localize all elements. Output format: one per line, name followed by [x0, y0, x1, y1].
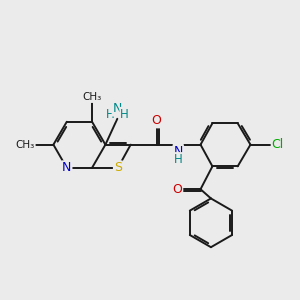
Text: H: H — [120, 108, 129, 121]
Text: H: H — [174, 153, 183, 166]
Text: O: O — [172, 183, 182, 196]
Text: CH₃: CH₃ — [16, 140, 35, 150]
Text: N: N — [173, 145, 183, 158]
Text: N: N — [112, 103, 122, 116]
Text: Cl: Cl — [272, 138, 284, 151]
Text: CH₃: CH₃ — [82, 92, 102, 102]
Text: H: H — [106, 108, 114, 121]
Text: S: S — [114, 161, 122, 174]
Text: O: O — [152, 114, 161, 128]
Text: N: N — [62, 161, 71, 174]
